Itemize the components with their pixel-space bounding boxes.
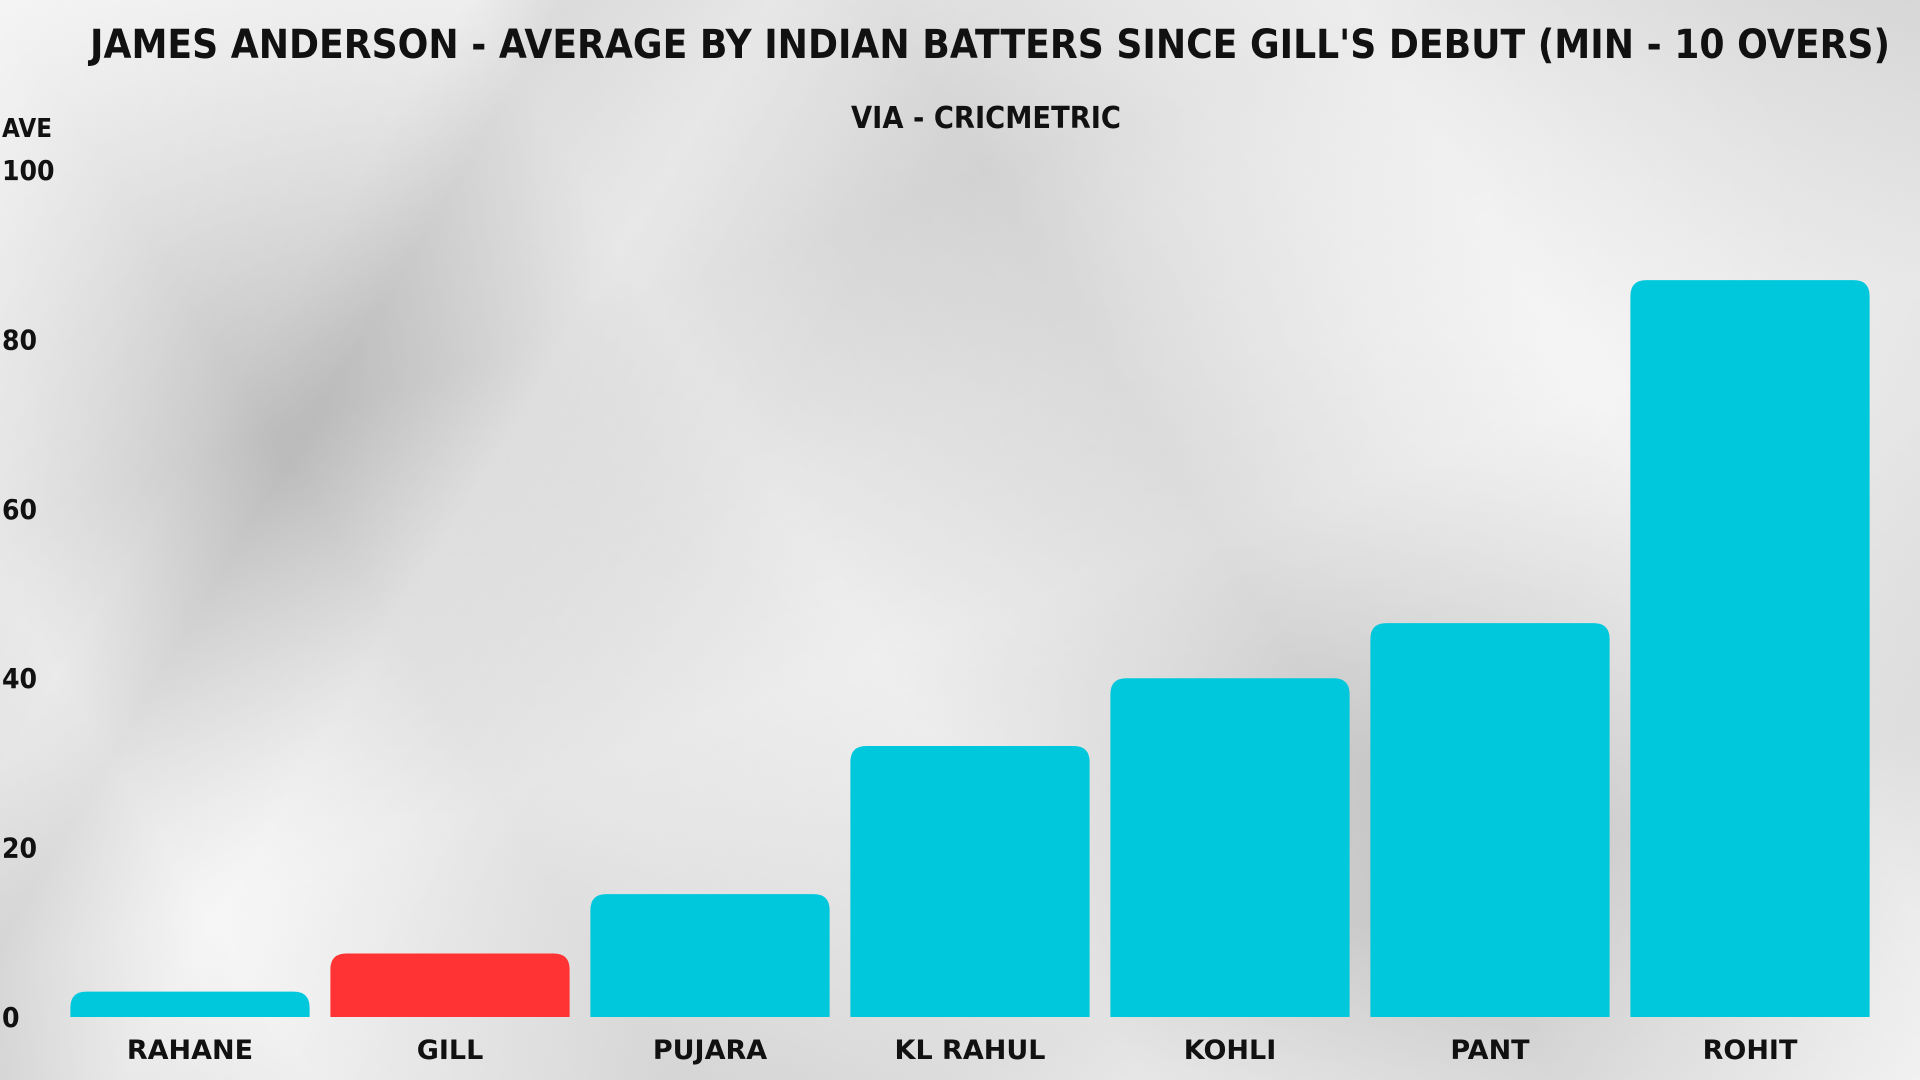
bar-gill	[330, 953, 570, 1017]
bars-group	[70, 280, 1870, 1017]
bar-kl-rahul	[850, 745, 1090, 1017]
x-tick-label: PANT	[1450, 1035, 1530, 1066]
x-tick-label: KOHLI	[1184, 1035, 1277, 1066]
x-tick-label: GILL	[417, 1035, 484, 1066]
y-tick-label: 60	[2, 493, 37, 526]
bar-rohit	[1630, 280, 1870, 1017]
y-tick-label: 0	[2, 1001, 20, 1034]
y-axis-ticks: 0 20 40 60 80 100	[2, 154, 55, 1034]
chart-subtitle: VIA - CRICMETRIC	[851, 101, 1121, 136]
y-tick-label: 80	[2, 323, 37, 356]
y-tick-label: 20	[2, 832, 37, 865]
x-tick-label: RAHANE	[127, 1035, 253, 1066]
bar-kohli	[1110, 678, 1350, 1017]
y-tick-label: 100	[2, 154, 55, 187]
bar-pujara	[590, 894, 830, 1017]
bar-pant	[1370, 623, 1610, 1017]
y-tick-label: 40	[2, 662, 37, 695]
bar-rahane	[70, 991, 310, 1017]
x-axis-labels: RAHANE GILL PUJARA KL RAHUL KOHLI PANT ROHIT	[127, 1035, 1798, 1066]
x-tick-label: PUJARA	[653, 1035, 767, 1066]
x-tick-label: ROHIT	[1703, 1035, 1798, 1066]
y-axis-label: AVE	[2, 114, 52, 144]
chart-title: JAMES ANDERSON - AVERAGE BY INDIAN BATTE…	[87, 22, 1890, 68]
x-tick-label: KL RAHUL	[895, 1035, 1046, 1066]
